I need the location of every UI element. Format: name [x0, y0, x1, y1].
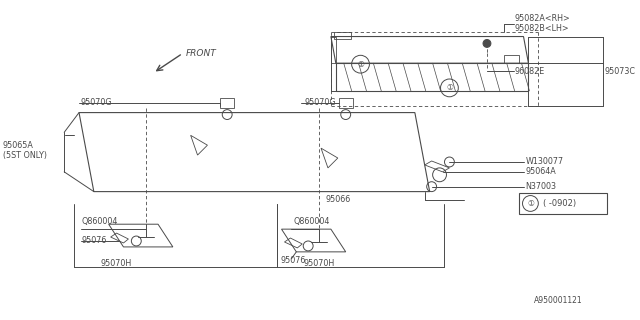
Text: ①: ① [446, 84, 453, 92]
Text: Q860004: Q860004 [293, 217, 330, 226]
Text: 95070H: 95070H [101, 259, 132, 268]
Text: (5ST ONLY): (5ST ONLY) [3, 151, 47, 160]
Bar [220, 98, 234, 108]
Text: FRONT: FRONT [186, 49, 216, 58]
Circle shape [483, 39, 491, 47]
Text: 95082B<LH>: 95082B<LH> [515, 24, 569, 33]
Text: 95076: 95076 [82, 236, 108, 245]
Bar [518, 193, 607, 214]
Text: 95064A: 95064A [525, 167, 556, 176]
Text: 95070G: 95070G [304, 98, 336, 107]
Text: 95065A: 95065A [3, 141, 34, 150]
Text: 95070G: 95070G [81, 98, 113, 107]
Text: 95082A<RH>: 95082A<RH> [515, 14, 570, 23]
Text: ①: ① [527, 199, 534, 208]
Text: 95073C: 95073C [605, 67, 636, 76]
Text: N37003: N37003 [525, 182, 557, 191]
Text: 95076: 95076 [281, 256, 306, 265]
Text: A950001121: A950001121 [534, 296, 583, 305]
Text: ( -0902): ( -0902) [543, 199, 577, 208]
Bar [339, 98, 353, 108]
Text: ①: ① [357, 60, 364, 69]
Text: 96082E: 96082E [515, 67, 545, 76]
Text: W130077: W130077 [525, 157, 564, 166]
Text: Q860004: Q860004 [82, 217, 118, 226]
Text: 95070H: 95070H [303, 259, 335, 268]
Text: 95066: 95066 [326, 195, 351, 204]
